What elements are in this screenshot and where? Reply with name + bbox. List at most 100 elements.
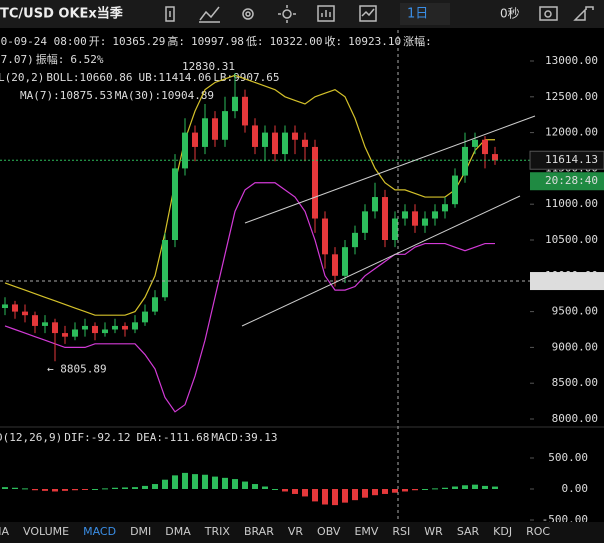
macd-bar <box>342 489 348 503</box>
indicator-tab[interactable]: RSI <box>392 525 410 538</box>
info-text: 10322.00 <box>270 35 323 48</box>
indicator-tab[interactable]: VR <box>288 525 304 538</box>
macd-bar <box>282 489 288 492</box>
candle-body <box>12 304 18 312</box>
macd-bar <box>22 488 28 490</box>
candle-body <box>42 322 48 326</box>
candle-body <box>232 96 238 112</box>
macd-bar <box>452 486 458 489</box>
info-text: DIF:-92.12 <box>64 431 130 444</box>
candle-body <box>272 132 278 155</box>
y-tick-label: 12500.00 <box>545 90 598 103</box>
low-label: ← 8805.89 <box>47 362 107 375</box>
toolbar <box>0 0 604 28</box>
trend-lines <box>241 115 536 327</box>
y-tick-label: 9500.00 <box>552 305 598 318</box>
indicator-tab[interactable]: EMV <box>354 525 378 538</box>
candle-body <box>202 118 208 147</box>
candle-body <box>22 311 28 316</box>
info-text: 振幅: <box>36 52 65 66</box>
indicator-tab[interactable]: KDJ <box>493 525 512 538</box>
timer: 20:28:40 <box>545 174 598 187</box>
macd-bar <box>492 486 498 489</box>
macd-bar <box>12 487 18 489</box>
candle-body <box>72 329 78 337</box>
macd-bar <box>42 489 48 491</box>
macd-bar <box>392 489 398 493</box>
candle-body <box>222 111 228 140</box>
y-tick-label: 8500.00 <box>552 376 598 389</box>
info-text: 10997.98 <box>191 35 244 48</box>
period-button[interactable] <box>400 3 450 25</box>
indicator-tab[interactable]: DMI <box>130 525 151 538</box>
toolbar-icons[interactable] <box>165 5 594 23</box>
candle-body <box>172 168 178 240</box>
indicator-tab[interactable]: TRIX <box>204 525 231 538</box>
candle-body <box>142 311 148 323</box>
period[interactable]: 1日 <box>407 7 428 22</box>
candle-body <box>102 329 108 334</box>
macd-bar <box>32 489 38 491</box>
indicator-tab[interactable]: OBV <box>317 525 341 538</box>
info-text: 6.52% <box>70 53 103 66</box>
candle-body <box>332 254 338 276</box>
indicator-tab[interactable]: MA <box>0 525 9 538</box>
info-text: 57.07) <box>0 53 34 66</box>
candle-body <box>32 315 38 326</box>
info-text: MACD:39.13 <box>211 431 277 444</box>
candle-body <box>342 247 348 276</box>
candle-body <box>262 132 268 147</box>
crosshair-tag <box>530 272 604 291</box>
macd-bar <box>362 489 368 498</box>
y-tick-label: 10500.00 <box>545 233 598 246</box>
candle-body <box>442 204 448 212</box>
macd-bar <box>332 489 338 506</box>
macd-bar <box>122 487 128 489</box>
tab-bar <box>0 522 604 543</box>
indicator-tab[interactable]: ROC <box>526 525 550 538</box>
info-text: 低: <box>246 35 264 48</box>
info-text: MA(7):10875.53 <box>20 89 113 102</box>
candle-body <box>372 197 378 212</box>
macd-bar <box>422 489 428 490</box>
macd-bar <box>92 489 98 490</box>
macd-bar <box>462 485 468 489</box>
indicator-tab[interactable]: SAR <box>457 525 480 538</box>
candle-body <box>282 132 288 155</box>
info-text: 20-09-24 08:00 <box>0 35 87 48</box>
indicator-tab[interactable]: BRAR <box>244 525 274 538</box>
candle-body <box>382 197 388 240</box>
indicator-tab[interactable]: DMA <box>165 525 191 538</box>
candle-body <box>2 304 8 309</box>
macd-bar <box>312 489 318 502</box>
macd-bar <box>132 487 138 489</box>
macd-bar <box>142 485 148 489</box>
macd-bar <box>262 486 268 489</box>
macd-bar <box>482 485 488 489</box>
info-text: LB:9907.65 <box>213 71 279 84</box>
candle-body <box>252 125 258 147</box>
info-text: 收: <box>325 34 343 48</box>
indicator-tab[interactable]: MACD <box>83 525 116 538</box>
candle-body <box>462 146 468 176</box>
candle-body <box>312 146 318 219</box>
candle-body <box>322 218 328 255</box>
indicator-tab[interactable]: VOLUME <box>23 525 69 538</box>
symbol[interactable]: TC/USD OKEx当季 <box>0 6 123 22</box>
y-tick-label: 12000.00 <box>545 126 598 139</box>
candle-body <box>392 218 398 240</box>
info-text: 10365.29 <box>112 35 165 48</box>
macd-bar <box>172 475 178 489</box>
macd-bar <box>62 489 68 491</box>
candle-body <box>292 132 298 140</box>
candle-body <box>412 211 418 226</box>
info-text: 10923.10 <box>348 35 401 48</box>
macd-bar <box>202 474 208 489</box>
indicator-tab[interactable]: WR <box>424 525 443 538</box>
high-label: 12830.31 <box>182 60 235 73</box>
info-text: D(12,26,9) <box>0 431 62 444</box>
candle-body <box>352 232 358 248</box>
candle-body <box>492 154 498 161</box>
crosshair-price: 9926.76 <box>546 274 592 287</box>
